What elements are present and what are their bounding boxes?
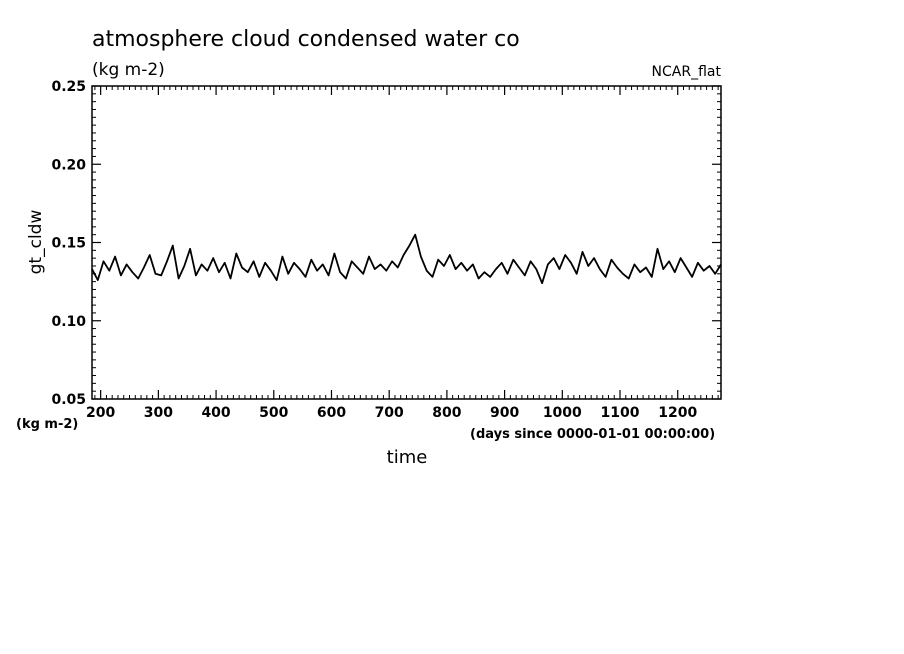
x-axis-title: time	[387, 447, 428, 468]
y-axis-title: gt_cldw	[26, 210, 46, 275]
y-tick-label: 0.10	[51, 314, 86, 330]
x-tick-label: 200	[86, 405, 115, 421]
chart-subtitle: (kg m-2)	[92, 60, 165, 80]
y-tick-labels: 0.05 0.10 0.15 0.20 0.25	[51, 79, 86, 408]
x-tick-label: 1000	[543, 405, 582, 421]
series-layer	[91, 233, 722, 285]
y-tick-label: 0.20	[51, 157, 86, 173]
x-tick-label: 800	[432, 405, 461, 421]
x-tick-label: 500	[259, 405, 288, 421]
axis-ticks	[92, 85, 721, 400]
x-tick-label: 1100	[601, 405, 640, 421]
x-tick-label: 600	[317, 405, 346, 421]
y-tick-label: 0.05	[51, 392, 86, 408]
y-tick-label: 0.25	[51, 79, 86, 95]
x-tick-label: 1200	[658, 405, 697, 421]
x-tick-label: 900	[490, 405, 519, 421]
x-tick-label: 700	[375, 405, 404, 421]
dataset-label: NCAR_flat	[652, 64, 722, 80]
plot-frame	[91, 85, 722, 400]
y-axis-units: (kg m-2)	[16, 417, 78, 432]
chart-title: atmosphere cloud condensed water co	[92, 27, 520, 52]
y-tick-label: 0.15	[51, 236, 86, 252]
series-line	[91, 233, 722, 285]
x-tick-label: 300	[144, 405, 173, 421]
x-axis-units: (days since 0000-01-01 00:00:00)	[470, 427, 715, 442]
x-tick-labels: 200 300 400 500 600 700 800 900 1000 1100 1200	[86, 405, 697, 421]
x-tick-label: 400	[201, 405, 230, 421]
